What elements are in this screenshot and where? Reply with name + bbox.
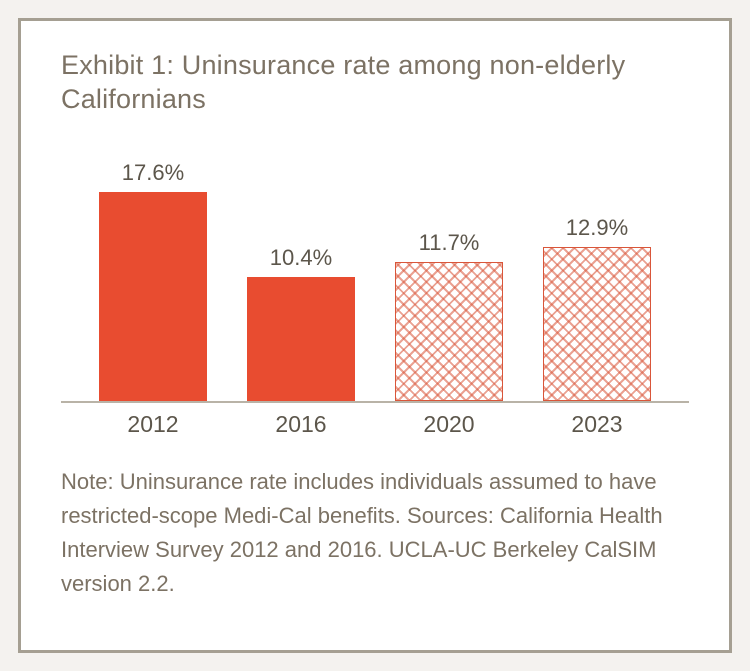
exhibit-card: Exhibit 1: Uninsurance rate among non-el… [18,18,732,653]
x-axis-labels: 2012 2016 2020 2023 [61,403,689,443]
bar-slot-2016: 10.4% [227,143,375,401]
bars-container: 17.6% 10.4% 11.7% 12.9% [61,143,689,401]
plot-region: 17.6% 10.4% 11.7% 12.9% [61,143,689,403]
exhibit-title: Exhibit 1: Uninsurance rate among non-el… [61,49,689,117]
bar-value-label: 11.7% [419,230,480,256]
bar-2023 [543,247,651,400]
x-label: 2016 [227,403,375,443]
bar-slot-2012: 17.6% [79,143,227,401]
x-label: 2012 [79,403,227,443]
bar-slot-2020: 11.7% [375,143,523,401]
x-label: 2023 [523,403,671,443]
bar-2012 [99,192,207,401]
bar-2016 [247,277,355,400]
bar-value-label: 17.6% [122,160,184,186]
bar-2020 [395,262,503,401]
x-label: 2020 [375,403,523,443]
outer-frame: Exhibit 1: Uninsurance rate among non-el… [0,0,750,671]
bar-slot-2023: 12.9% [523,143,671,401]
bar-value-label: 10.4% [270,245,332,271]
exhibit-note: Note: Uninsurance rate includes individu… [61,465,689,601]
bar-chart: 17.6% 10.4% 11.7% 12.9% [61,143,689,443]
bar-value-label: 12.9% [566,215,628,241]
